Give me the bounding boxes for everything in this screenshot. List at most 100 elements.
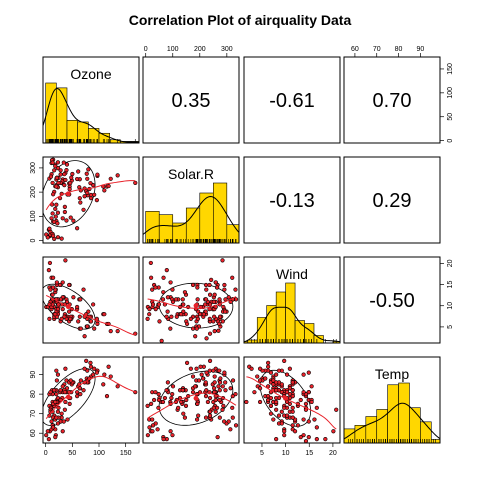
- histogram-bar-solar-r-1: [158, 214, 174, 244]
- scatter-point: [222, 370, 227, 375]
- density-curve-temp: [343, 402, 441, 440]
- panel-ozone-ozone: Ozone: [42, 56, 140, 144]
- scatter-point: [49, 216, 54, 221]
- scatter-point: [331, 429, 336, 434]
- scatter-point: [207, 282, 212, 288]
- scatter-point: [284, 372, 290, 377]
- scatter-point: [56, 180, 61, 186]
- scatter-point: [228, 299, 233, 305]
- scatter-point: [53, 399, 58, 405]
- scatter-point: [48, 390, 53, 395]
- scatter-point: [228, 427, 233, 432]
- scatter-point: [334, 407, 339, 412]
- scatter-point: [284, 399, 290, 405]
- scatter-point: [303, 438, 309, 443]
- scatter-point: [68, 378, 73, 383]
- scatter-point: [287, 392, 292, 397]
- scatter-point: [314, 405, 319, 410]
- scatter-point: [81, 287, 86, 292]
- scatter-point: [203, 393, 209, 399]
- scatter-point: [195, 285, 200, 290]
- scatter-point: [149, 275, 154, 280]
- density-curve-solar-r: [142, 196, 240, 235]
- scatter-point: [85, 324, 90, 329]
- density-curve-wind: [243, 306, 341, 343]
- scatter-point: [217, 368, 222, 373]
- scatter-point: [314, 436, 319, 442]
- scatter-point: [276, 368, 282, 373]
- scatter-point: [95, 172, 100, 177]
- scatter-point: [180, 388, 185, 393]
- scatter-point: [115, 173, 120, 178]
- scatter-point: [50, 211, 55, 216]
- scatter-point: [61, 419, 66, 424]
- scatter-point: [207, 316, 212, 321]
- scatter-point: [76, 319, 81, 324]
- scatter-point: [249, 366, 254, 371]
- panel-ozone-wind: -0.61: [243, 56, 341, 144]
- scatter-point: [62, 183, 67, 188]
- scatter-point: [257, 399, 263, 405]
- scatter-point: [301, 417, 306, 422]
- loess-line: [147, 392, 237, 419]
- scatter-point: [207, 358, 213, 364]
- scatter-point: [207, 395, 213, 401]
- scatter-point: [255, 374, 260, 379]
- scatter-point: [266, 397, 271, 403]
- scatter-point: [212, 329, 217, 334]
- y-tick-label-wind: 20: [447, 259, 454, 267]
- panel-solar-r-wind: -0.13: [243, 156, 341, 244]
- scatter-point: [47, 302, 52, 307]
- scatter-point: [205, 399, 211, 405]
- panel-temp-wind: [243, 356, 341, 444]
- scatter-point: [150, 302, 156, 307]
- scatter-point: [164, 388, 169, 393]
- panel-frame: [243, 156, 341, 244]
- scatter-point: [179, 399, 184, 405]
- histogram-bar-temp-2: [365, 416, 378, 444]
- scatter-point: [306, 435, 311, 440]
- histogram-bar-ozone-1: [56, 87, 68, 144]
- scatter-point: [170, 299, 176, 305]
- correlation-wind-temp: -0.50: [369, 290, 415, 312]
- scatter-point: [230, 405, 235, 410]
- scatter-point: [94, 370, 99, 375]
- scatter-point: [301, 390, 306, 395]
- scatter-point: [106, 183, 111, 189]
- diagonal-label-solar-r: Solar.R: [168, 166, 214, 182]
- scatter-point: [212, 380, 217, 385]
- scatter-point: [165, 309, 170, 314]
- scatter-point: [81, 207, 86, 212]
- scatter-point: [55, 221, 60, 226]
- scatter-point: [52, 388, 57, 393]
- scatter-point: [170, 392, 175, 397]
- panel-frame: [142, 256, 240, 344]
- y-tick-label-temp: 80: [30, 390, 37, 398]
- y-tick-label-ozone: 50: [447, 113, 454, 121]
- scatter-point: [161, 290, 166, 295]
- scatter-point: [207, 292, 213, 297]
- scatter-point: [63, 366, 68, 371]
- scatter-point: [303, 401, 309, 407]
- scatter-point: [161, 275, 166, 280]
- scatter-point: [223, 388, 228, 393]
- scatter-point: [203, 302, 208, 307]
- scatter-point: [207, 368, 212, 373]
- scatter-point: [94, 198, 99, 203]
- panel-wind-wind: Wind: [243, 256, 341, 344]
- scatter-point: [190, 390, 196, 395]
- scatter-point: [59, 316, 64, 321]
- scatter-point: [92, 366, 97, 371]
- scatter-point: [268, 395, 274, 401]
- panel-frame: [243, 56, 341, 144]
- scatter-point: [75, 226, 80, 231]
- scatter-point: [213, 397, 218, 403]
- scatter-point: [314, 425, 319, 430]
- scatter-point: [151, 397, 157, 403]
- scatter-point: [230, 415, 235, 420]
- scatter-point: [212, 390, 217, 395]
- correlation-ozone-wind: -0.61: [269, 90, 315, 112]
- x-tick-label-solar-r: 100: [167, 46, 179, 53]
- scatter-point: [75, 304, 80, 310]
- scatter-point: [68, 215, 73, 220]
